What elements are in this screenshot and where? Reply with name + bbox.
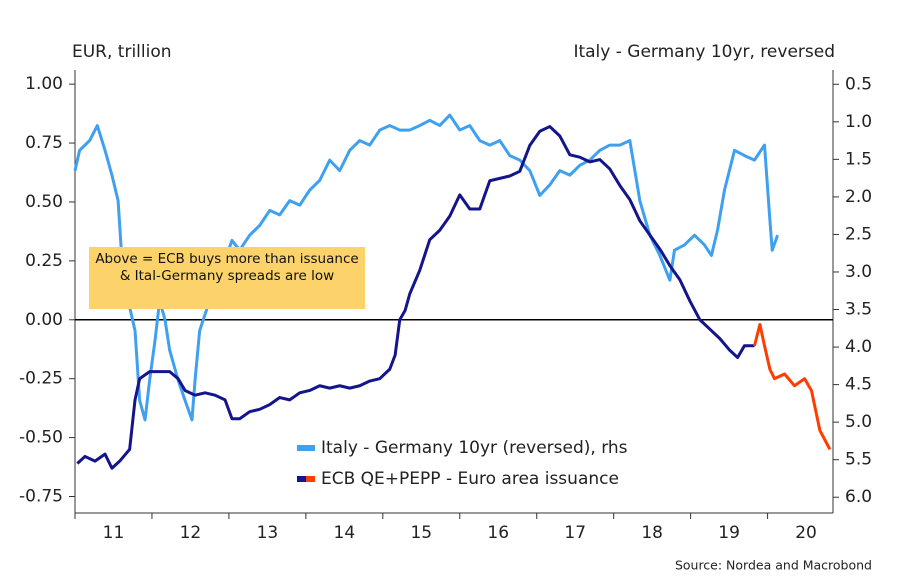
legend-label: Italy - Germany 10yr (reversed), rhs <box>321 438 628 458</box>
x-tick-label: 17 <box>564 523 586 543</box>
legend-swatch <box>297 476 306 482</box>
y-tick-label: 0.50 <box>25 192 63 212</box>
x-tick-label: 15 <box>410 523 432 543</box>
annotation: Above = ECB buys more than issuance & It… <box>89 247 365 309</box>
y2-tick-label: 6.0 <box>845 487 872 507</box>
y-tick-label: -0.75 <box>19 487 63 507</box>
legend-swatch <box>297 445 315 451</box>
legend-label: ECB QE+PEPP - Euro area issuance <box>321 469 619 489</box>
y2-tick-label: 3.0 <box>845 262 872 282</box>
y2-tick-label: 1.5 <box>845 149 872 169</box>
y2-axis-label: Italy - Germany 10yr, reversed <box>573 42 835 62</box>
y2-tick-label: 1.0 <box>845 112 872 132</box>
series-line <box>753 322 832 451</box>
y2-tick-label: 5.0 <box>845 412 872 432</box>
y2-tick-label: 5.5 <box>845 450 872 470</box>
y2-tick-label: 3.5 <box>845 300 872 320</box>
x-tick-label: 18 <box>641 523 663 543</box>
x-tick-label: 16 <box>487 523 509 543</box>
y2-tick-label: 4.5 <box>845 375 872 395</box>
y-tick-label: -0.25 <box>19 369 63 389</box>
x-tick-label: 19 <box>718 523 740 543</box>
x-tick-label: 14 <box>334 523 356 543</box>
y-tick-label: -0.50 <box>19 428 63 448</box>
x-tick-label: 13 <box>257 523 279 543</box>
series-line <box>76 125 755 470</box>
y-tick-label: 0.25 <box>25 251 63 271</box>
y2-tick-label: 4.0 <box>845 337 872 357</box>
y-axis-label: EUR, trillion <box>72 42 172 62</box>
x-tick-label: 20 <box>795 523 817 543</box>
legend-swatch <box>306 476 315 482</box>
y2-tick-label: 0.5 <box>845 74 872 94</box>
y-tick-label: 0.75 <box>25 133 63 153</box>
y-tick-label: 1.00 <box>25 74 63 94</box>
y2-tick-label: 2.0 <box>845 187 872 207</box>
y2-tick-label: 2.5 <box>845 224 872 244</box>
x-tick-label: 11 <box>103 523 125 543</box>
source: Source: Nordea and Macrobond <box>675 558 872 573</box>
x-tick-label: 12 <box>180 523 202 543</box>
y-tick-label: 0.00 <box>25 310 63 330</box>
